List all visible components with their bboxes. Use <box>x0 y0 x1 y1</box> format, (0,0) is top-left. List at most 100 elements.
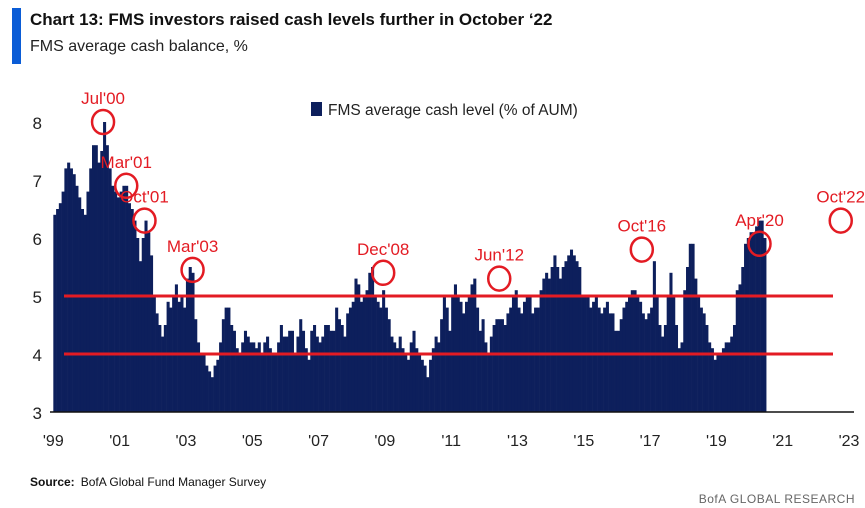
bar <box>445 307 449 412</box>
bar <box>597 307 601 412</box>
bar <box>448 330 452 412</box>
bar <box>727 342 731 412</box>
bar <box>263 342 267 412</box>
bar <box>495 319 499 412</box>
annotation-circle <box>629 236 655 263</box>
bar <box>335 307 339 412</box>
bar <box>174 284 178 412</box>
bar <box>622 307 626 412</box>
bar <box>619 319 623 412</box>
bar <box>641 313 645 412</box>
bar <box>558 278 562 412</box>
bar <box>710 348 714 412</box>
bar <box>702 313 706 412</box>
bar <box>288 330 292 412</box>
bar <box>329 330 333 412</box>
bar <box>346 313 350 412</box>
y-tick-label: 6 <box>33 230 42 249</box>
bar <box>752 232 756 412</box>
bar <box>509 307 513 412</box>
bar <box>141 238 145 412</box>
bar <box>282 336 286 412</box>
annotation-circle <box>114 172 139 200</box>
chart-area: 3 4 5 6 7 8 '99 '01 '03 '05 '07 '09 '11 '13 '15 '17 '19… <box>33 89 865 450</box>
bar <box>321 336 325 412</box>
bar <box>188 267 192 412</box>
x-tick-label: '11 <box>441 433 461 450</box>
annotation-circle <box>180 256 205 284</box>
bar <box>470 284 474 412</box>
bar <box>462 313 466 412</box>
y-tick-label: 5 <box>33 288 42 307</box>
bar <box>572 255 576 412</box>
bar <box>663 325 667 412</box>
y-tick-label: 7 <box>33 172 42 191</box>
bar <box>677 348 681 412</box>
bar <box>108 168 112 412</box>
bar <box>58 203 62 412</box>
bar <box>755 226 759 412</box>
annotations: Jul'00 Mar'01 Oct'01 Mar'03 Dec'08 Jun'12 Oct'… <box>81 89 865 292</box>
bar <box>719 354 723 412</box>
bar <box>699 307 703 412</box>
bar <box>600 313 604 412</box>
bar <box>434 336 438 412</box>
annotation-label: Oct'22 <box>816 188 865 207</box>
bar <box>423 365 427 412</box>
bar <box>122 185 126 412</box>
bar <box>324 325 328 412</box>
bar <box>517 307 521 412</box>
bar <box>415 348 419 412</box>
bar <box>376 301 380 412</box>
bar <box>661 336 665 412</box>
bar <box>686 267 690 412</box>
bar <box>630 290 634 412</box>
bar <box>561 267 565 412</box>
bar <box>177 301 181 412</box>
bar <box>492 325 496 412</box>
chart-subtitle: FMS average cash balance, % <box>30 38 248 55</box>
bar <box>301 330 306 412</box>
bar <box>589 307 593 412</box>
bar <box>453 284 457 412</box>
y-tick-label: 4 <box>33 346 42 365</box>
bar <box>210 377 214 412</box>
bar <box>103 122 107 412</box>
bar <box>478 330 482 412</box>
bar <box>605 301 609 412</box>
bar <box>56 209 60 412</box>
bar <box>547 278 551 412</box>
x-tick-label: '01 <box>109 433 130 450</box>
bar <box>724 342 728 412</box>
title-accent-bar <box>12 8 21 64</box>
bar <box>185 278 189 412</box>
annotation-label: Dec'08 <box>357 240 409 259</box>
bar <box>351 301 355 412</box>
bar <box>564 261 568 412</box>
bar <box>238 354 242 412</box>
bar <box>484 342 488 412</box>
annotation-label: Jul'00 <box>81 89 125 108</box>
bar <box>271 354 275 412</box>
bar <box>260 354 264 412</box>
bar <box>534 307 538 412</box>
annotation-circle <box>828 207 853 234</box>
bar <box>749 232 753 412</box>
bar <box>255 348 259 412</box>
bar <box>406 359 411 412</box>
annotation-circle <box>132 207 157 234</box>
bar <box>420 359 424 412</box>
bar <box>202 354 206 412</box>
bar <box>735 290 739 412</box>
bar <box>133 220 137 412</box>
bar <box>257 342 261 412</box>
bar <box>603 307 607 412</box>
bar <box>64 168 68 412</box>
bar <box>293 354 297 412</box>
bar <box>194 319 198 412</box>
annotation-circle <box>747 230 772 258</box>
bar <box>144 220 148 412</box>
bar <box>500 319 504 412</box>
bar <box>520 313 524 412</box>
bar <box>53 214 57 412</box>
